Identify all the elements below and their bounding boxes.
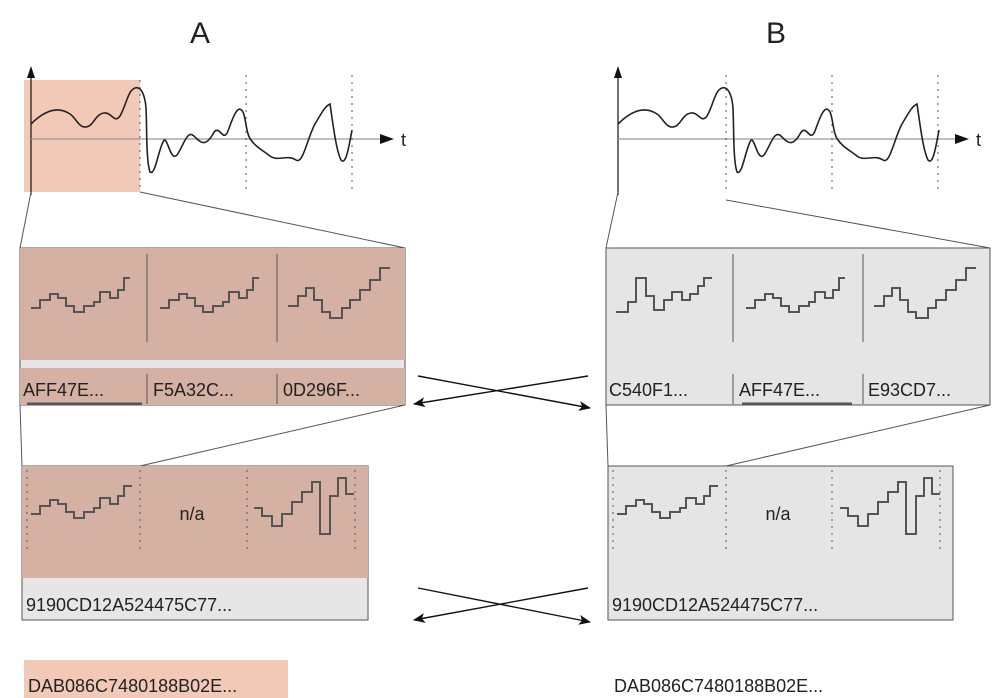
- combined-segment-b3: [840, 477, 940, 535]
- combined-panel-a: n/a 9190CD12A524475C77...: [21, 465, 369, 621]
- quantized-segment-b2: [746, 277, 845, 313]
- signal-plot-a: t: [24, 66, 406, 195]
- highlight-window-a: [24, 80, 140, 192]
- signal-waveform-a: [30, 86, 353, 174]
- zoom-line: [725, 404, 991, 467]
- combined-segment-a1: [31, 485, 132, 519]
- x-axis-label-b: t: [976, 130, 981, 150]
- signal-waveform-b: [617, 86, 940, 174]
- quantized-segment-b1: [616, 277, 712, 313]
- zoom-line: [19, 191, 32, 249]
- zoom-line: [605, 191, 619, 249]
- arrow-a-to-b: [417, 375, 591, 411]
- column-b: B t C540F1... AFF47E...: [605, 17, 991, 696]
- combined-hash-b: 9190CD12A524475C77...: [612, 595, 818, 615]
- quantized-segment-a2: [160, 277, 259, 313]
- zoom-line: [139, 404, 406, 467]
- segment-hash-a3: 0D296F...: [283, 380, 360, 400]
- segments-panel-b: C540F1... AFF47E... E93CD7...: [605, 247, 991, 406]
- zoom-line: [19, 404, 23, 467]
- y-axis-arrow-a: [27, 66, 35, 78]
- segment-hash-b1: C540F1...: [609, 380, 688, 400]
- zoom-line: [139, 191, 406, 249]
- x-axis-label-a: t: [401, 130, 406, 150]
- zoom-line: [605, 404, 609, 467]
- combined-hash-a: 9190CD12A524475C77...: [26, 595, 232, 615]
- column-b-title: B: [766, 17, 786, 50]
- combined-na-a: n/a: [179, 504, 205, 524]
- exchange-arrows-combined: [413, 587, 591, 625]
- quantized-segment-b3: [874, 267, 976, 319]
- zoom-line: [725, 199, 991, 249]
- x-axis-arrow-b: [955, 134, 969, 144]
- combined-panel-b: n/a 9190CD12A524475C77...: [607, 465, 954, 621]
- segment-hash-a1: AFF47E...: [23, 380, 104, 400]
- segments-highlight-a: [20, 248, 405, 360]
- segment-hash-b2: AFF47E...: [739, 380, 820, 400]
- segments-panel-frame-b: [605, 247, 991, 406]
- final-hash-a: DAB086C7480188B02E...: [28, 676, 237, 696]
- arrow-b-to-a: [413, 587, 589, 623]
- signal-plot-b: t: [614, 66, 981, 195]
- quantized-segment-a3: [288, 267, 390, 319]
- combined-segment-a3: [254, 477, 354, 535]
- exchange-arrows-segments: [413, 375, 591, 411]
- quantized-segment-a1: [31, 277, 130, 313]
- column-a: A t AFF47E..: [19, 17, 406, 698]
- segments-panel-a: AFF47E... F5A32C... 0D296F...: [19, 247, 406, 406]
- final-hash-highlight-a: [24, 660, 288, 698]
- combined-na-b: n/a: [765, 504, 791, 524]
- arrow-a-to-b: [417, 587, 591, 625]
- column-a-title: A: [190, 17, 210, 50]
- combined-highlight-a: [22, 466, 368, 578]
- combined-segment-b1: [617, 485, 718, 519]
- arrow-b-to-a: [413, 375, 589, 408]
- segments-label-bar-a: [20, 368, 405, 405]
- segment-hash-b3: E93CD7...: [868, 380, 951, 400]
- x-axis-arrow-a: [380, 134, 394, 144]
- final-hash-b: DAB086C7480188B02E...: [614, 676, 823, 696]
- y-axis-arrow-b: [614, 66, 622, 78]
- segment-hash-a2: F5A32C...: [153, 380, 234, 400]
